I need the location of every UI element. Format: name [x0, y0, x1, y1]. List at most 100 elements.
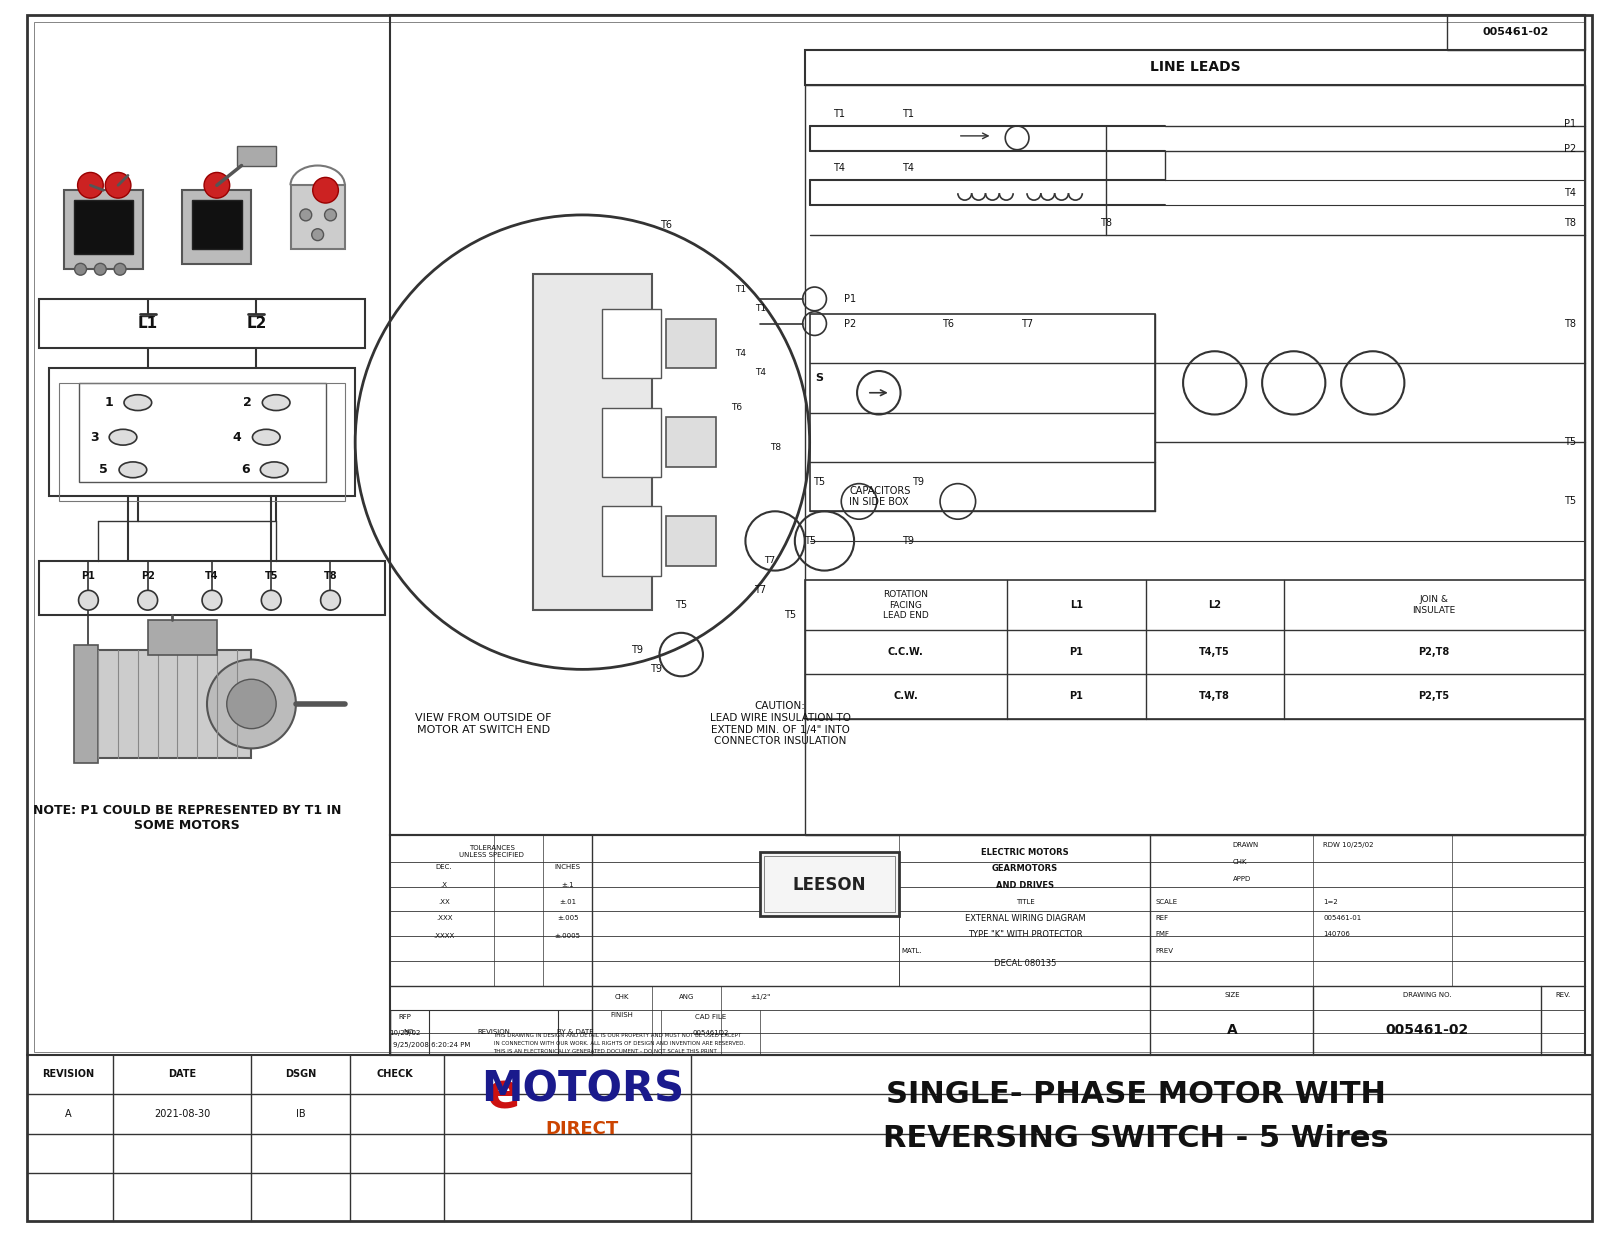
Text: FINISH: FINISH	[611, 1012, 634, 1018]
Text: JOIN &
INSULATE: JOIN & INSULATE	[1413, 596, 1456, 614]
Text: LEESON: LEESON	[792, 876, 866, 894]
Text: P2: P2	[141, 571, 155, 581]
Text: IN CONNECTION WITH OUR WORK. ALL RIGHTS OF DESIGN AND INVENTION ARE RESERVED.: IN CONNECTION WITH OUR WORK. ALL RIGHTS …	[493, 1041, 744, 1046]
Text: DECAL 080135: DECAL 080135	[994, 959, 1056, 968]
Circle shape	[75, 263, 86, 276]
Text: TYPE "K" WITH PROTECTOR: TYPE "K" WITH PROTECTOR	[968, 929, 1082, 938]
Text: ±.0005: ±.0005	[555, 933, 581, 939]
Bar	[50, 368, 355, 497]
Text: 4: 4	[234, 430, 242, 444]
Text: DSGN: DSGN	[285, 1069, 317, 1079]
Bar	[78, 383, 325, 482]
Bar	[390, 1010, 592, 1054]
Bar	[602, 507, 661, 576]
Text: 1: 1	[104, 396, 114, 409]
Text: CHK: CHK	[1232, 859, 1246, 865]
Text: P1: P1	[1069, 691, 1083, 701]
Text: DRAWING NO.: DRAWING NO.	[1403, 993, 1451, 999]
Bar	[1446, 15, 1586, 49]
Bar	[602, 408, 661, 477]
Bar	[390, 836, 1586, 1054]
Bar	[666, 319, 715, 368]
Circle shape	[299, 209, 312, 221]
Text: REVISION: REVISION	[477, 1028, 510, 1035]
Bar	[760, 852, 899, 916]
Text: P1: P1	[82, 571, 96, 581]
Bar	[602, 309, 661, 378]
Ellipse shape	[253, 429, 280, 445]
Text: DRAWN: DRAWN	[1232, 842, 1259, 848]
Text: T1: T1	[902, 109, 915, 119]
Text: A: A	[1227, 1023, 1238, 1037]
Text: P2: P2	[845, 319, 856, 329]
Bar	[192, 200, 242, 250]
Text: ROTATION
FACING
LEAD END: ROTATION FACING LEAD END	[883, 591, 928, 620]
Text: CHECK: CHECK	[376, 1069, 413, 1079]
Circle shape	[206, 660, 296, 749]
Bar	[237, 146, 277, 166]
Text: T9: T9	[912, 477, 925, 487]
Text: REF: REF	[1155, 916, 1168, 921]
Text: CHK: CHK	[614, 995, 629, 1000]
Text: 005461D2: 005461D2	[693, 1030, 730, 1036]
Text: T8: T8	[1565, 319, 1576, 329]
Text: P2,T5: P2,T5	[1419, 691, 1450, 701]
Bar	[533, 274, 651, 611]
Text: T7: T7	[765, 556, 776, 565]
Text: T5: T5	[803, 536, 816, 546]
Text: T6: T6	[661, 220, 672, 230]
Text: T4: T4	[755, 368, 766, 377]
Text: ANG: ANG	[678, 995, 694, 1000]
Text: THIS IS AN ELECTRONICALLY GENERATED DOCUMENT - DO NOT SCALE THIS PRINT: THIS IS AN ELECTRONICALLY GENERATED DOCU…	[493, 1048, 717, 1054]
Text: P2,T8: P2,T8	[1419, 646, 1450, 656]
Bar	[78, 650, 251, 759]
Bar	[765, 857, 894, 912]
Text: T6: T6	[942, 319, 954, 329]
Text: T8: T8	[323, 571, 338, 581]
Text: REVERSING SWITCH - 5 Wires: REVERSING SWITCH - 5 Wires	[883, 1125, 1389, 1153]
Text: T7: T7	[1021, 319, 1034, 329]
Text: .XX: .XX	[438, 899, 450, 905]
Text: T5: T5	[264, 571, 278, 581]
Text: MOTORS: MOTORS	[482, 1068, 683, 1110]
Text: 3: 3	[90, 430, 98, 444]
Circle shape	[325, 209, 336, 221]
Text: T4: T4	[902, 163, 915, 173]
Text: L2: L2	[246, 316, 267, 331]
Text: APPD: APPD	[1232, 876, 1251, 881]
Bar	[602, 408, 661, 477]
Text: 10/25/02: 10/25/02	[389, 1030, 421, 1036]
Text: DATE: DATE	[168, 1069, 197, 1079]
Text: DIRECT: DIRECT	[546, 1120, 619, 1138]
Text: P1: P1	[1069, 646, 1083, 656]
Text: S: S	[816, 373, 824, 383]
Text: P1: P1	[1565, 119, 1576, 129]
Text: TOLERANCES
UNLESS SPECIFIED: TOLERANCES UNLESS SPECIFIED	[459, 845, 523, 858]
Text: ELECTRIC MOTORS: ELECTRIC MOTORS	[981, 848, 1069, 857]
Text: NO.: NO.	[403, 1028, 416, 1035]
Text: P2: P2	[1565, 143, 1576, 153]
Text: T5: T5	[784, 611, 795, 620]
Text: LINE LEADS: LINE LEADS	[1150, 59, 1240, 74]
Text: 5: 5	[99, 464, 109, 476]
Text: T1: T1	[736, 284, 747, 293]
Circle shape	[202, 591, 222, 611]
Text: 005461-01: 005461-01	[1323, 916, 1362, 921]
Text: T5: T5	[813, 477, 826, 487]
Bar	[390, 15, 1586, 836]
Text: CAPACITORS
IN SIDE BOX: CAPACITORS IN SIDE BOX	[850, 486, 910, 507]
Ellipse shape	[125, 394, 152, 410]
Text: .XXX: .XXX	[435, 916, 453, 921]
Text: L1: L1	[1070, 601, 1083, 611]
Text: L2: L2	[1208, 601, 1221, 611]
Text: T4,T8: T4,T8	[1200, 691, 1230, 701]
Text: T4: T4	[834, 163, 845, 173]
Text: ±1/2": ±1/2"	[750, 995, 770, 1000]
Text: GEARMOTORS: GEARMOTORS	[992, 864, 1058, 874]
Circle shape	[320, 591, 341, 611]
Circle shape	[227, 680, 277, 729]
Bar	[810, 314, 1155, 512]
Text: EXTERNAL WIRING DIAGRAM: EXTERNAL WIRING DIAGRAM	[965, 913, 1085, 923]
Text: NOTE: P1 COULD BE REPRESENTED BY T1 IN
SOME MOTORS: NOTE: P1 COULD BE REPRESENTED BY T1 IN S…	[34, 803, 341, 832]
Circle shape	[78, 591, 98, 611]
